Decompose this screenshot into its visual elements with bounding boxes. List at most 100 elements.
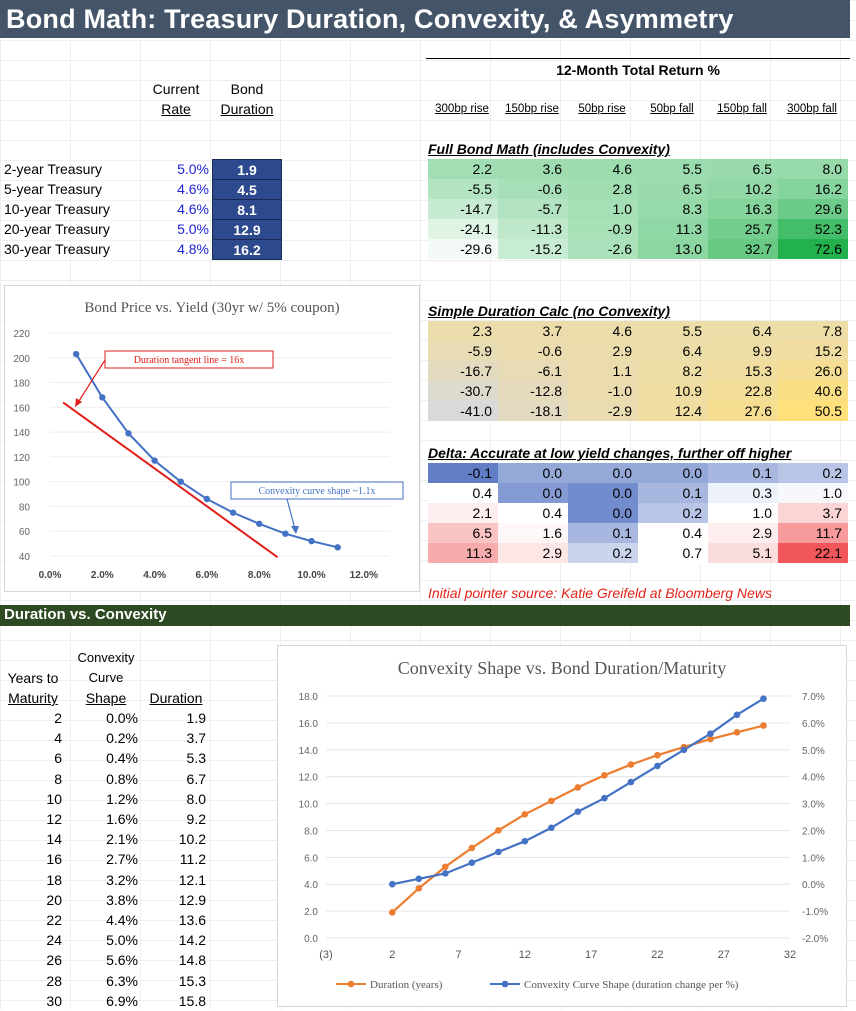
page-title: Bond Math: Treasury Duration, Convexity,…	[6, 4, 734, 34]
chart2-y2tick: 5.0%	[802, 746, 825, 757]
scenario-header: 150bp rise	[505, 103, 559, 115]
duration-point	[707, 735, 714, 743]
duration-cell: 3.7	[186, 730, 206, 747]
convexity-line	[392, 697, 765, 886]
delta-cell: 22.1	[778, 543, 848, 563]
simple-cell: 26.0	[778, 361, 848, 381]
delta-cell: 2.1	[428, 503, 498, 523]
convexity-point	[680, 746, 688, 754]
delta-cell: 1.6	[498, 523, 568, 543]
full-cell: -5.5	[428, 179, 498, 199]
duration-cell: 13.6	[178, 912, 206, 928]
chart1-ytick: 220	[13, 329, 30, 340]
divider	[426, 58, 850, 59]
convexity-point	[654, 762, 661, 770]
simple-cell: 6.4	[708, 321, 778, 341]
delta-cell: 0.7	[638, 543, 708, 563]
chart1-xtick: 8.0%	[248, 570, 271, 581]
convexity-point	[415, 875, 423, 883]
tangent-arrowhead	[75, 398, 82, 407]
price-point	[72, 350, 80, 358]
simple-cell: 2.9	[568, 341, 638, 361]
full-cell: -0.6	[498, 179, 568, 199]
treasury-rate: 4.6%	[177, 201, 209, 217]
chart2-xtick: 7	[456, 949, 462, 961]
full-math-title: Full Bond Math (includes Convexity)	[428, 141, 670, 157]
price-point	[308, 537, 315, 545]
years-cell: 28	[46, 972, 62, 989]
convexity-point	[442, 870, 449, 877]
simple-cell: -1.0	[568, 381, 638, 401]
duration-cell: 1.9	[186, 710, 206, 726]
delta-cell: 0.1	[708, 463, 778, 483]
convexity-annotation: Convexity curve shape ~1.1x	[258, 486, 375, 497]
convexity-point	[521, 837, 529, 845]
convexity-chart: Convexity Shape vs. Bond Duration/Maturi…	[277, 645, 847, 1007]
delta-cell: 5.1	[708, 543, 778, 563]
treasury-name: 10-year Treasury	[4, 201, 110, 217]
duration-point	[760, 722, 767, 729]
tangent-arrow	[76, 359, 106, 405]
simple-cell: 10.9	[638, 381, 708, 401]
full-cell: 16.2	[778, 179, 848, 199]
chart2-y2tick: -2.0%	[802, 934, 828, 945]
delta-cell: 0.0	[568, 483, 638, 503]
treasury-duration: 1.9	[212, 159, 282, 180]
duration-cell: 10.2	[178, 831, 206, 848]
delta-cell: 3.7	[778, 503, 848, 523]
legend-duration-label: Duration (years)	[370, 979, 443, 991]
years-cell: 20	[46, 891, 62, 908]
chart2-ytick: 2.0	[304, 907, 318, 918]
chart1-xtick: 4.0%	[143, 570, 166, 581]
chart2-y2tick: 1.0%	[802, 853, 825, 864]
simple-cell: 7.8	[778, 321, 848, 341]
simple-cell: -12.8	[498, 381, 568, 401]
delta-cell: 0.2	[638, 503, 708, 523]
treasury-duration: 4.5	[212, 179, 282, 200]
years-cell: 6	[54, 750, 62, 767]
delta-cell: 0.0	[568, 503, 638, 523]
simple-cell: 22.8	[708, 381, 778, 401]
delta-cell: 11.3	[428, 543, 498, 563]
treasury-rate: 5.0%	[177, 161, 209, 177]
convexity-cell: 3.2%	[106, 871, 138, 888]
delta-cell: 0.1	[638, 483, 708, 503]
duration-cell: 12.9	[178, 891, 206, 908]
simple-cell: -6.1	[498, 361, 568, 381]
years-cell: 22	[46, 912, 62, 928]
duration-cell: 12.1	[178, 871, 206, 888]
years-cell: 4	[54, 730, 62, 747]
simple-cell: -18.1	[498, 401, 568, 421]
simple-cell: -2.9	[568, 401, 638, 421]
tangent-annotation-box	[104, 350, 274, 369]
full-cell: -2.6	[568, 239, 638, 259]
convexity-cell: 2.1%	[106, 831, 138, 848]
delta-cell: 2.9	[498, 543, 568, 563]
duration-point	[521, 811, 529, 818]
full-cell: -24.1	[428, 219, 498, 239]
duration-cell: 6.7	[186, 770, 206, 787]
simple-cell: 3.7	[498, 321, 568, 341]
full-cell: 72.6	[778, 239, 848, 259]
convexity-point	[548, 824, 555, 832]
simple-cell: 27.6	[708, 401, 778, 421]
convexity-cell: 6.9%	[106, 992, 138, 1009]
years-cell: 24	[46, 932, 62, 949]
simple-cell: 2.3	[428, 321, 498, 341]
delta-cell: 0.2	[778, 463, 848, 483]
simple-cell: 15.3	[708, 361, 778, 381]
convexity-cell: 1.6%	[106, 811, 138, 827]
duration-cell: 8.0	[186, 790, 206, 807]
duration-cell: 14.2	[178, 932, 206, 949]
chart2-ytick: 14.0	[299, 746, 319, 757]
chart2-ytick: 4.0	[304, 880, 318, 891]
full-cell: 2.2	[428, 159, 498, 179]
convexity-cell: 6.3%	[106, 972, 138, 989]
full-cell: 25.7	[708, 219, 778, 239]
duration-cell: 11.2	[179, 851, 206, 868]
full-cell: -15.2	[498, 239, 568, 259]
chart1-title: Bond Price vs. Yield (30yr w/ 5% coupon)	[84, 300, 339, 316]
price-point	[256, 520, 263, 527]
simple-cell: 12.4	[638, 401, 708, 421]
duration-point	[601, 772, 608, 779]
